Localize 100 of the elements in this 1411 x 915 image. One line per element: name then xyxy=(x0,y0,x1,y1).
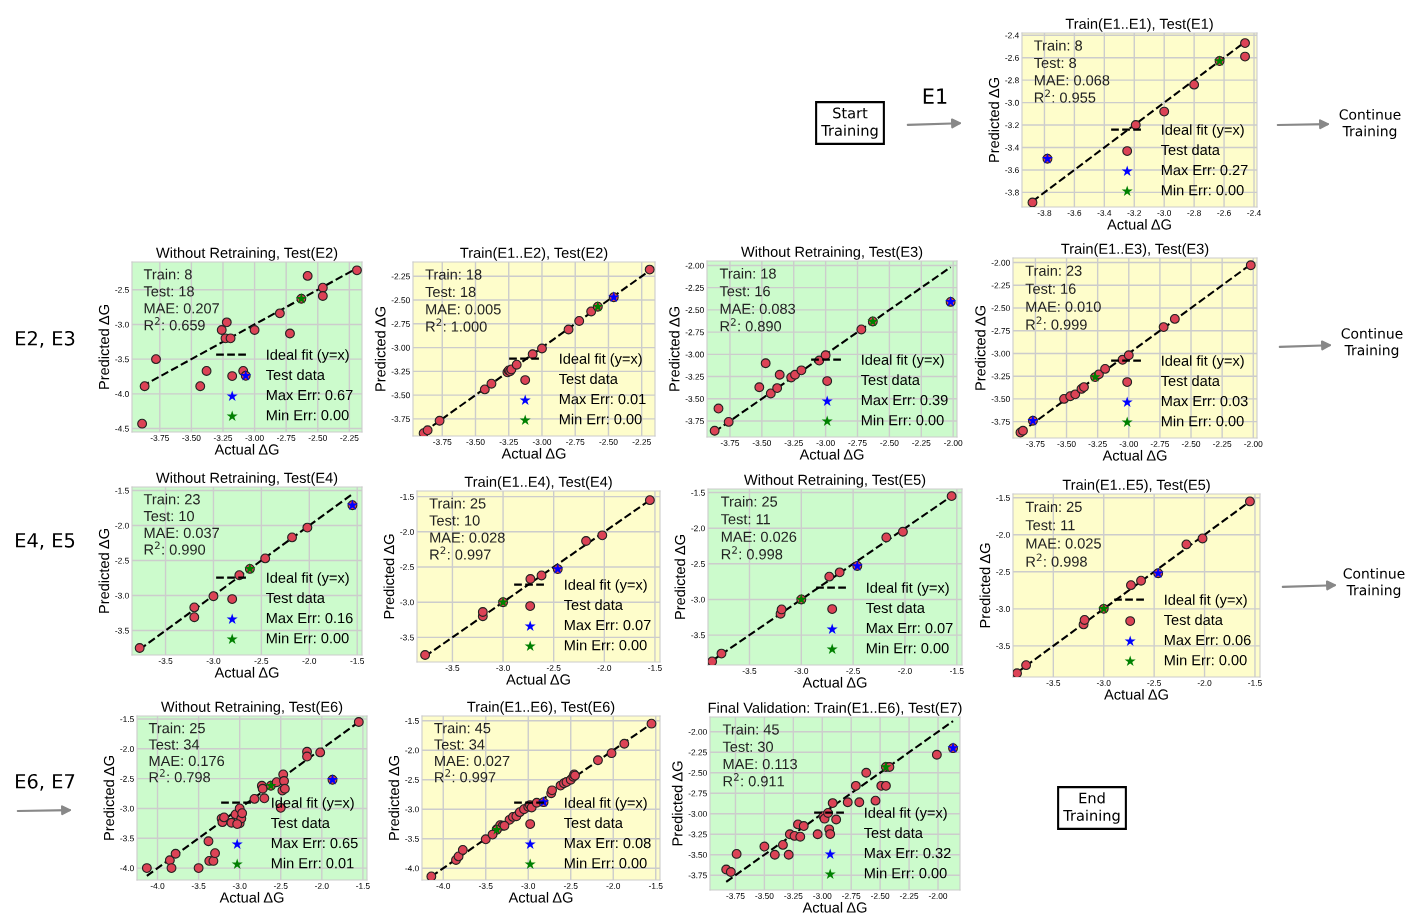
chart-title: Without Retraining, Test(E4) xyxy=(156,472,338,486)
y-tick-label: -1.5 xyxy=(996,494,1010,501)
x-axis-title: Actual ΔG xyxy=(219,891,284,903)
x-tick-label: -3.50 xyxy=(752,440,772,446)
y-tick-label: -3.0 xyxy=(1005,99,1019,106)
y-tick-label: -1.5 xyxy=(400,493,414,500)
y-tick-label: -2.50 xyxy=(685,307,704,313)
legend-label: Ideal fit (y=x) xyxy=(867,582,949,596)
y-tick-label: -2.6 xyxy=(1005,54,1019,61)
x-tick-label: -2.50 xyxy=(880,440,899,446)
y-tick-label: -2.5 xyxy=(115,557,129,564)
chart-title: Without Retraining, Test(E3) xyxy=(741,246,923,260)
x-tick-label: -3.25 xyxy=(499,439,518,445)
legend-label: Ideal fit (y=x) xyxy=(862,354,944,368)
x-tick-label: -2.0 xyxy=(1197,680,1212,686)
annotation: MAE: 0.027 xyxy=(435,755,510,767)
text: Start Training xyxy=(821,107,878,139)
x-tick-label: -2.0 xyxy=(315,883,329,889)
x-tick-label: -2.0 xyxy=(597,665,612,671)
y-axis-title: Predicted ΔG xyxy=(674,535,686,619)
x-tick-label: -2.50 xyxy=(599,439,618,445)
y-tick-label: -3.5 xyxy=(115,356,129,363)
text: E6, E7 xyxy=(16,773,75,791)
x-tick-label: -2.75 xyxy=(842,893,861,899)
y-tick-label: -2.4 xyxy=(1005,32,1019,39)
y-tick-label: -3.00 xyxy=(991,350,1010,357)
y-tick-label: -1.5 xyxy=(120,716,134,723)
chart-title: Final Validation: Train(E1..E6), Test(E7) xyxy=(708,702,962,716)
chart-title: Train(E1..E1), Test(E1) xyxy=(1065,18,1213,32)
legend-label: Min Err: 0.00 xyxy=(564,639,647,651)
x-axis-title: Actual ΔG xyxy=(214,666,279,678)
x-tick-label: -2.6 xyxy=(1217,210,1231,216)
y-tick-label: -3.25 xyxy=(391,368,410,375)
y-tick-label: -2.8 xyxy=(1005,77,1019,84)
x-tick-label: -3.4 xyxy=(1097,210,1112,216)
y-tick-label: -3.50 xyxy=(685,395,704,402)
annotation: MAE: 0.005 xyxy=(426,304,501,315)
x-axis-title: Actual ΔG xyxy=(501,447,566,459)
y-tick-label: -3.8 xyxy=(1005,189,1019,196)
x-tick-label: -3.00 xyxy=(816,440,835,446)
x-tick-label: -3.00 xyxy=(532,439,552,445)
annotation: Train: 25 xyxy=(1025,501,1082,513)
annotation: MAE: 0.026 xyxy=(721,531,797,542)
legend-label: Ideal fit (y=x) xyxy=(865,807,947,821)
legend-label: Test data xyxy=(564,599,623,611)
y-axis-title: Predicted ΔG xyxy=(979,543,991,628)
legend-label: Min Err: 0.00 xyxy=(266,409,349,421)
y-tick-label: -3.5 xyxy=(691,632,705,639)
chart-title: Train(E1..E4), Test(E4) xyxy=(464,476,612,490)
x-tick-label: -2.25 xyxy=(899,893,919,899)
x-axis-title: Actual ΔG xyxy=(506,673,570,685)
y-tick-label: -2.0 xyxy=(120,746,134,752)
x-tick-label: -1.5 xyxy=(648,883,663,889)
y-tick-label: -3.75 xyxy=(685,418,704,425)
x-axis-title: Actual ΔG xyxy=(214,443,279,455)
x-tick-label: -2.50 xyxy=(1181,441,1201,447)
annotation: Test: 10 xyxy=(143,510,194,522)
x-tick-label: -2.75 xyxy=(566,439,585,445)
y-tick-label: -3.5 xyxy=(405,835,419,842)
annotation: R$^{2}$: 0.955 xyxy=(1034,89,1096,103)
y-tick-label: -2.0 xyxy=(996,531,1010,538)
legend-label: Max Err: 0.03 xyxy=(1161,395,1248,407)
y-tick-label: -2.50 xyxy=(991,305,1010,312)
annotation: R$^{2}$: 0.999 xyxy=(1026,316,1087,330)
x-tick-label: -2.75 xyxy=(277,435,296,441)
y-tick-label: -2.0 xyxy=(691,525,705,532)
y-tick-label: -3.50 xyxy=(991,396,1010,403)
legend-label: Min Err: 0.00 xyxy=(861,414,944,426)
x-tick-label: -3.00 xyxy=(245,435,264,441)
annotation: Train: 25 xyxy=(721,496,778,507)
legend-label: Test data xyxy=(564,817,623,829)
legend-label: Ideal fit (y=x) xyxy=(1162,355,1244,369)
y-tick-label: -3.0 xyxy=(400,599,414,606)
x-tick-label: -2.0 xyxy=(302,658,317,664)
y-tick-label: -3.0 xyxy=(405,806,419,813)
x-tick-label: -3.0 xyxy=(1157,210,1172,216)
x-tick-label: -3.25 xyxy=(784,893,803,899)
annotation: Test: 10 xyxy=(429,515,480,526)
y-tick-label: -3.0 xyxy=(691,596,705,603)
y-tick-label: -3.25 xyxy=(991,373,1010,380)
y-tick-label: -3.6 xyxy=(1005,167,1019,174)
annotation: Test: 16 xyxy=(1025,283,1076,294)
y-tick-label: -2.0 xyxy=(400,529,414,535)
y-tick-label: -3.00 xyxy=(688,810,707,817)
y-tick-label: -3.75 xyxy=(391,416,410,422)
x-tick-label: -3.5 xyxy=(742,668,757,674)
legend-label: Ideal fit (y=x) xyxy=(267,349,349,363)
x-tick-label: -1.5 xyxy=(1248,680,1262,686)
y-tick-label: -3.75 xyxy=(688,872,707,879)
legend-label: Test data xyxy=(861,374,920,386)
x-tick-label: -2.00 xyxy=(1244,441,1263,447)
legend-label: Ideal fit (y=x) xyxy=(272,797,354,811)
y-tick-label: -2.75 xyxy=(391,321,410,327)
x-tick-label: -3.0 xyxy=(206,658,221,664)
x-tick-label: -3.8 xyxy=(1037,210,1052,216)
y-tick-label: -3.0 xyxy=(120,805,134,812)
y-axis-title: Predicted ΔG xyxy=(988,78,1000,162)
x-tick-label: -3.75 xyxy=(726,893,745,899)
x-tick-label: -3.0 xyxy=(496,665,510,671)
y-tick-label: -2.25 xyxy=(391,273,410,280)
